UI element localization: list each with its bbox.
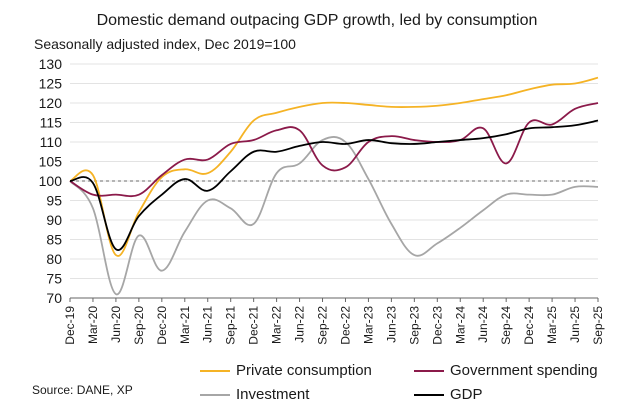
legend-investment: Investment bbox=[200, 386, 309, 403]
x-tick-label: Sep-22 bbox=[316, 306, 330, 345]
series-line-private-consumption bbox=[69, 76, 599, 257]
y-tick-label: 120 bbox=[39, 95, 63, 111]
legend-private-consumption: Private consumption bbox=[200, 362, 372, 379]
legend-swatch-gdp bbox=[414, 393, 444, 396]
y-tick-label: 80 bbox=[46, 251, 62, 267]
series-line-investment bbox=[69, 136, 599, 296]
y-tick-label: 70 bbox=[46, 290, 62, 306]
x-tick-label: Dec-19 bbox=[63, 306, 77, 345]
series-lines bbox=[69, 76, 599, 296]
x-tick-label: Jun-25 bbox=[568, 306, 582, 343]
x-tick-label: Dec-23 bbox=[430, 306, 444, 345]
x-tick-label: Dec-22 bbox=[338, 306, 352, 345]
y-axis-ticks: 70 75 80 85 90 95 100 105 110 115 120 125 130 bbox=[39, 56, 63, 306]
x-tick-label: Dec-20 bbox=[155, 306, 169, 345]
x-tick-label: Mar-22 bbox=[270, 306, 284, 344]
legend-government-spending: Government spending bbox=[414, 362, 598, 379]
legend-swatch-investment bbox=[200, 393, 230, 396]
x-tick-label: Sep-25 bbox=[591, 306, 605, 345]
x-tick-label: Dec-21 bbox=[247, 306, 261, 345]
y-tick-label: 130 bbox=[39, 56, 63, 72]
x-tick-label: Mar-24 bbox=[453, 306, 467, 344]
y-tick-label: 125 bbox=[39, 76, 63, 92]
y-tick-label: 75 bbox=[46, 271, 62, 287]
legend-label-government-spending: Government spending bbox=[450, 362, 598, 379]
source-note: Source: DANE, XP bbox=[32, 383, 133, 397]
x-tick-label: Mar-23 bbox=[361, 306, 375, 344]
x-tick-label: Sep-21 bbox=[224, 306, 238, 345]
y-tick-label: 110 bbox=[40, 134, 63, 150]
x-tick-label: Jun-23 bbox=[384, 306, 398, 343]
legend-gdp: GDP bbox=[414, 386, 483, 403]
x-tick-label: Jun-20 bbox=[109, 306, 123, 343]
chart-title: Domestic demand outpacing GDP growth, le… bbox=[96, 12, 538, 29]
series-line-gdp bbox=[69, 119, 599, 251]
x-tick-label: Mar-21 bbox=[178, 306, 192, 344]
series-line-government-spending bbox=[69, 102, 599, 198]
x-tick-label: Jun-24 bbox=[476, 306, 490, 343]
y-tick-label: 90 bbox=[46, 212, 62, 228]
x-tick-label: Jun-22 bbox=[293, 306, 307, 343]
y-tick-label: 100 bbox=[39, 173, 63, 189]
y-tick-label: 85 bbox=[46, 232, 62, 248]
x-tick-label: Sep-24 bbox=[499, 306, 513, 345]
legend-swatch-private-consumption bbox=[200, 369, 230, 372]
x-axis-ticks: Dec-19 Mar-20 Jun-20 Sep-20 Dec-20 Mar-21 Jun-… bbox=[63, 298, 605, 345]
legend-label-private-consumption: Private consumption bbox=[236, 362, 372, 379]
x-tick-label: Jun-21 bbox=[201, 306, 215, 343]
x-tick-label: Sep-20 bbox=[132, 306, 146, 345]
legend-label-investment: Investment bbox=[236, 386, 310, 403]
y-tick-label: 105 bbox=[39, 154, 63, 170]
y-tick-label: 115 bbox=[40, 115, 63, 131]
chart-subtitle: Seasonally adjusted index, Dec 2019=100 bbox=[34, 36, 296, 52]
x-tick-label: Sep-23 bbox=[407, 306, 421, 345]
x-tick-label: Mar-25 bbox=[545, 306, 559, 344]
x-tick-label: Dec-24 bbox=[522, 306, 536, 345]
legend-swatch-government-spending bbox=[414, 369, 444, 372]
legend-label-gdp: GDP bbox=[450, 386, 483, 403]
x-tick-label: Mar-20 bbox=[86, 306, 100, 344]
y-tick-label: 95 bbox=[46, 193, 62, 209]
